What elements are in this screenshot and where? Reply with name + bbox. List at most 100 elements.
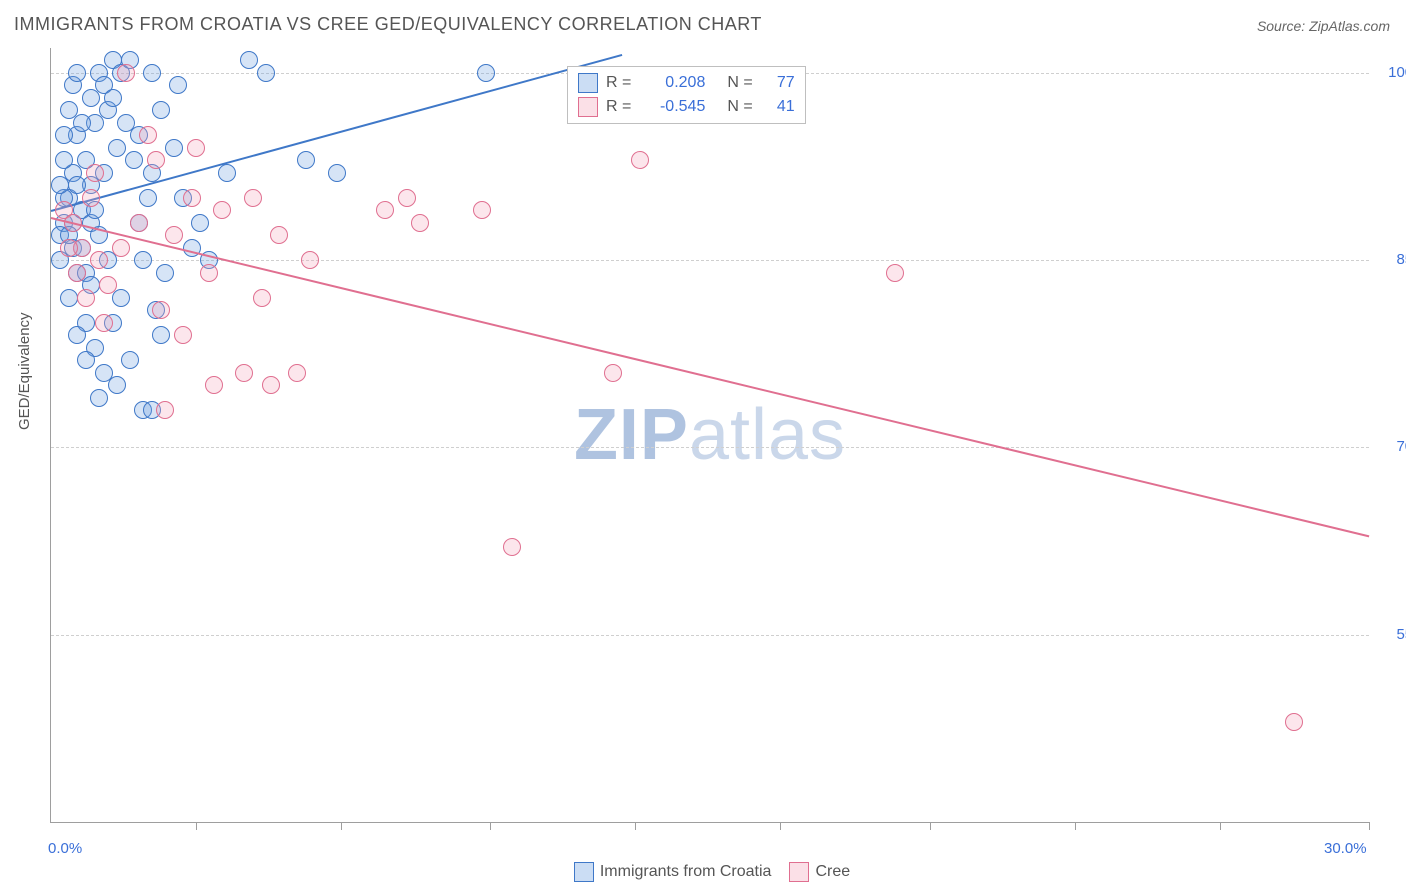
data-point-croatia (165, 139, 183, 157)
x-tick (780, 822, 781, 830)
stats-row-cree: R = -0.545 N = 41 (578, 95, 795, 119)
data-point-croatia (121, 351, 139, 369)
y-tick-label: 100.0% (1379, 64, 1406, 81)
plot-area: ZIPatlas 100.0%85.0%70.0%55.0%R =0.208N … (50, 48, 1369, 823)
x-tick (490, 822, 491, 830)
data-point-croatia (477, 64, 495, 82)
data-point-cree (156, 401, 174, 419)
legend-label-croatia: Immigrants from Croatia (600, 863, 772, 880)
n-value-croatia: 77 (761, 71, 795, 95)
data-point-cree (411, 214, 429, 232)
data-point-cree (205, 376, 223, 394)
data-point-cree (301, 251, 319, 269)
data-point-cree (262, 376, 280, 394)
data-point-croatia (191, 214, 209, 232)
source-prefix: Source: (1257, 18, 1309, 34)
x-min-label: 0.0% (48, 840, 82, 857)
y-tick-label: 70.0% (1379, 438, 1406, 455)
data-point-cree (183, 189, 201, 207)
data-point-croatia (108, 139, 126, 157)
data-point-croatia (169, 76, 187, 94)
data-point-cree (82, 189, 100, 207)
data-point-cree (631, 151, 649, 169)
y-tick-label: 85.0% (1379, 251, 1406, 268)
data-point-croatia (51, 176, 69, 194)
gridline (51, 635, 1369, 636)
legend-swatch-croatia (574, 862, 594, 882)
stats-box: R = 0.208 N = 77 R = -0.545 N = 41 (567, 66, 806, 124)
data-point-cree (1285, 713, 1303, 731)
data-point-cree (86, 164, 104, 182)
x-tick (1220, 822, 1221, 830)
data-point-croatia (90, 389, 108, 407)
data-point-croatia (112, 289, 130, 307)
data-point-cree (270, 226, 288, 244)
data-point-croatia (240, 51, 258, 69)
data-point-cree (152, 301, 170, 319)
data-point-cree (68, 264, 86, 282)
data-point-cree (398, 189, 416, 207)
data-point-croatia (77, 351, 95, 369)
data-point-croatia (143, 64, 161, 82)
data-point-cree (112, 239, 130, 257)
n-label: N = (727, 71, 752, 95)
n-value-cree: 41 (761, 95, 795, 119)
data-point-croatia (257, 64, 275, 82)
data-point-croatia (82, 89, 100, 107)
x-tick (341, 822, 342, 830)
data-point-cree (604, 364, 622, 382)
data-point-cree (77, 289, 95, 307)
data-point-cree (147, 151, 165, 169)
data-point-cree (130, 214, 148, 232)
data-point-croatia (68, 326, 86, 344)
data-point-cree (473, 201, 491, 219)
data-point-croatia (73, 114, 91, 132)
data-point-cree (244, 189, 262, 207)
x-tick (196, 822, 197, 830)
data-point-cree (503, 538, 521, 556)
data-point-croatia (218, 164, 236, 182)
data-point-cree (174, 326, 192, 344)
source-name: ZipAtlas.com (1309, 18, 1390, 34)
data-point-croatia (60, 289, 78, 307)
data-point-cree (165, 226, 183, 244)
y-tick-label: 55.0% (1379, 626, 1406, 643)
x-tick (635, 822, 636, 830)
data-point-cree (253, 289, 271, 307)
data-point-cree (95, 314, 113, 332)
n-label: N = (727, 95, 752, 119)
data-point-cree (139, 126, 157, 144)
data-point-cree (376, 201, 394, 219)
data-point-cree (187, 139, 205, 157)
chart-title: IMMIGRANTS FROM CROATIA VS CREE GED/EQUI… (14, 14, 762, 35)
x-max-label: 30.0% (1324, 840, 1367, 857)
data-point-croatia (125, 151, 143, 169)
legend-label-cree: Cree (815, 863, 850, 880)
data-point-cree (235, 364, 253, 382)
swatch-croatia (578, 73, 598, 93)
gridline (51, 260, 1369, 261)
r-label: R = (606, 95, 631, 119)
r-value-croatia: 0.208 (639, 71, 705, 95)
legend: Immigrants from Croatia Cree (0, 862, 1406, 882)
data-point-cree (117, 64, 135, 82)
data-point-croatia (152, 101, 170, 119)
source-attribution: Source: ZipAtlas.com (1257, 18, 1390, 34)
swatch-cree (578, 97, 598, 117)
data-point-croatia (104, 89, 122, 107)
stats-row-croatia: R = 0.208 N = 77 (578, 71, 795, 95)
data-point-croatia (139, 189, 157, 207)
r-value-cree: -0.545 (639, 95, 705, 119)
gridline (51, 447, 1369, 448)
y-axis-title: GED/Equivalency (16, 312, 33, 430)
data-point-cree (60, 239, 78, 257)
x-tick (1075, 822, 1076, 830)
data-point-cree (886, 264, 904, 282)
data-point-cree (288, 364, 306, 382)
data-point-croatia (108, 376, 126, 394)
data-point-cree (213, 201, 231, 219)
x-tick (1369, 822, 1370, 830)
data-point-croatia (152, 326, 170, 344)
r-label: R = (606, 71, 631, 95)
data-point-croatia (156, 264, 174, 282)
